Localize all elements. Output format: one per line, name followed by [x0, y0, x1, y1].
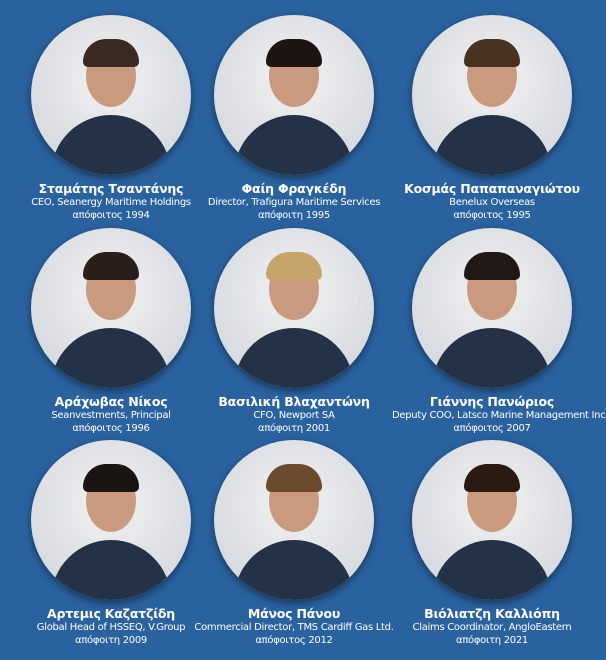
portrait-photo	[31, 228, 191, 388]
person-name: Βιόλιατζη Καλλιόπη	[424, 606, 560, 621]
graduation-year: απόφοιτος 1996	[72, 423, 150, 434]
portrait-hair	[83, 252, 139, 280]
portrait-body	[432, 115, 552, 175]
portrait-photo	[31, 15, 191, 175]
person-name: Κοσμάς Παπαπαναγιώτου	[404, 181, 580, 196]
portrait-photo	[412, 440, 572, 600]
person-role: Benelux Overseas	[449, 197, 535, 208]
person-role: Director, Trafigura Maritime Services	[207, 197, 381, 208]
person-name: Φαίη Φραγκέδη	[241, 181, 347, 196]
portrait-hair	[266, 464, 322, 492]
alumni-card: Μάνος Πάνου Commercial Director, TMS Car…	[194, 440, 394, 647]
graduation-year: απόφοιτος 2012	[255, 635, 333, 646]
alumni-card: Αράχωβας Νίκος Seanvestments, Principal …	[11, 228, 211, 435]
person-name: Σταμάτης Τσαντάνης	[38, 181, 184, 196]
portrait-photo	[214, 228, 374, 388]
alumni-card: Σταμάτης Τσαντάνης CEO, Seanergy Maritim…	[11, 15, 211, 222]
person-role: Commercial Director, TMS Cardiff Gas Ltd…	[194, 622, 394, 633]
person-role: CFO, Newport SA	[253, 410, 335, 421]
graduation-year: απόφοιτος 1994	[72, 210, 150, 221]
person-role: Global Head of HSSEQ, V.Group	[36, 622, 186, 633]
graduation-year: απόφοιτη 2009	[75, 635, 147, 646]
person-name: Αρτεμις Καζατζίδη	[47, 606, 175, 621]
person-name: Γιάννης Πανώριος	[429, 394, 555, 409]
portrait-hair	[266, 252, 322, 280]
person-role: Deputy COO, Latsco Marine Management Inc…	[392, 410, 606, 421]
person-name: Αράχωβας Νίκος	[54, 394, 168, 409]
alumni-card: Κοσμάς Παπαπαναγιώτου Benelux Overseas α…	[392, 15, 592, 222]
alumni-card: Βασιλική Βλαχαντώνη CFO, Newport SA απόφ…	[194, 228, 394, 435]
portrait-hair	[83, 39, 139, 67]
alumni-card: Αρτεμις Καζατζίδη Global Head of HSSEQ, …	[11, 440, 211, 647]
graduation-year: απόφοιτος 2007	[453, 423, 531, 434]
person-role: Claims Coordinator, AngloEastern	[412, 622, 572, 633]
person-role: Seanvestments, Principal	[51, 410, 171, 421]
portrait-photo	[31, 440, 191, 600]
portrait-hair	[464, 464, 520, 492]
portrait-body	[51, 540, 171, 600]
portrait-body	[234, 328, 354, 388]
portrait-photo	[214, 15, 374, 175]
person-name: Μάνος Πάνου	[247, 606, 341, 621]
portrait-body	[51, 115, 171, 175]
person-name: Βασιλική Βλαχαντώνη	[218, 394, 370, 409]
portrait-hair	[83, 464, 139, 492]
graduation-year: απόφοιτος 1995	[453, 210, 531, 221]
portrait-hair	[464, 39, 520, 67]
portrait-body	[234, 115, 354, 175]
portrait-photo	[412, 15, 572, 175]
person-role: CEO, Seanergy Maritime Holdings	[31, 197, 191, 208]
portrait-body	[234, 540, 354, 600]
alumni-card: Βιόλιατζη Καλλιόπη Claims Coordinator, A…	[392, 440, 592, 647]
portrait-photo	[214, 440, 374, 600]
alumni-card: Γιάννης Πανώριος Deputy COO, Latsco Mari…	[392, 228, 606, 435]
graduation-year: απόφοιτη 1995	[258, 210, 330, 221]
portrait-body	[432, 328, 552, 388]
alumni-card: Φαίη Φραγκέδη Director, Trafigura Mariti…	[194, 15, 394, 222]
portrait-hair	[464, 252, 520, 280]
portrait-body	[51, 328, 171, 388]
graduation-year: απόφοιτη 2021	[456, 635, 528, 646]
portrait-hair	[266, 39, 322, 67]
graduation-year: απόφοιτη 2001	[258, 423, 330, 434]
portrait-body	[432, 540, 552, 600]
portrait-photo	[412, 228, 572, 388]
